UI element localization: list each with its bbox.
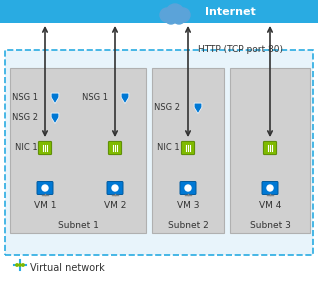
Text: Virtual network: Virtual network — [30, 263, 105, 273]
PathPatch shape — [121, 93, 129, 104]
Circle shape — [176, 8, 190, 22]
Text: Internet: Internet — [204, 7, 255, 17]
FancyBboxPatch shape — [152, 68, 224, 233]
FancyBboxPatch shape — [230, 68, 310, 233]
Circle shape — [112, 185, 118, 191]
Circle shape — [42, 185, 48, 191]
Text: NIC 1: NIC 1 — [15, 143, 38, 153]
Text: VM 2: VM 2 — [104, 201, 126, 211]
Text: VM 4: VM 4 — [259, 201, 281, 211]
FancyBboxPatch shape — [262, 181, 278, 194]
Circle shape — [173, 12, 185, 24]
Circle shape — [160, 8, 174, 22]
Circle shape — [166, 4, 184, 22]
Text: NIC 1: NIC 1 — [157, 143, 180, 153]
FancyBboxPatch shape — [108, 142, 121, 155]
FancyBboxPatch shape — [38, 142, 52, 155]
Text: NSG 1: NSG 1 — [12, 93, 38, 102]
FancyBboxPatch shape — [10, 68, 146, 233]
FancyBboxPatch shape — [263, 142, 277, 155]
FancyBboxPatch shape — [107, 181, 123, 194]
Text: Subnet 2: Subnet 2 — [168, 220, 208, 230]
Circle shape — [165, 12, 177, 24]
PathPatch shape — [194, 103, 202, 113]
Circle shape — [22, 264, 24, 266]
Circle shape — [267, 185, 273, 191]
Text: HTTP (TCP port 80): HTTP (TCP port 80) — [197, 46, 282, 55]
Text: NSG 2: NSG 2 — [154, 104, 180, 113]
Circle shape — [16, 264, 18, 266]
PathPatch shape — [51, 93, 59, 104]
Text: Subnet 1: Subnet 1 — [58, 220, 99, 230]
FancyBboxPatch shape — [180, 181, 196, 194]
Text: VM 3: VM 3 — [177, 201, 199, 211]
Circle shape — [185, 185, 191, 191]
Text: NSG 2: NSG 2 — [12, 113, 38, 123]
Text: NSG 1: NSG 1 — [82, 93, 108, 102]
FancyBboxPatch shape — [5, 50, 313, 255]
PathPatch shape — [51, 113, 59, 124]
Text: Subnet 3: Subnet 3 — [250, 220, 290, 230]
Circle shape — [19, 264, 21, 266]
FancyBboxPatch shape — [37, 181, 53, 194]
Text: VM 1: VM 1 — [34, 201, 56, 211]
FancyBboxPatch shape — [181, 142, 195, 155]
FancyBboxPatch shape — [0, 0, 318, 23]
